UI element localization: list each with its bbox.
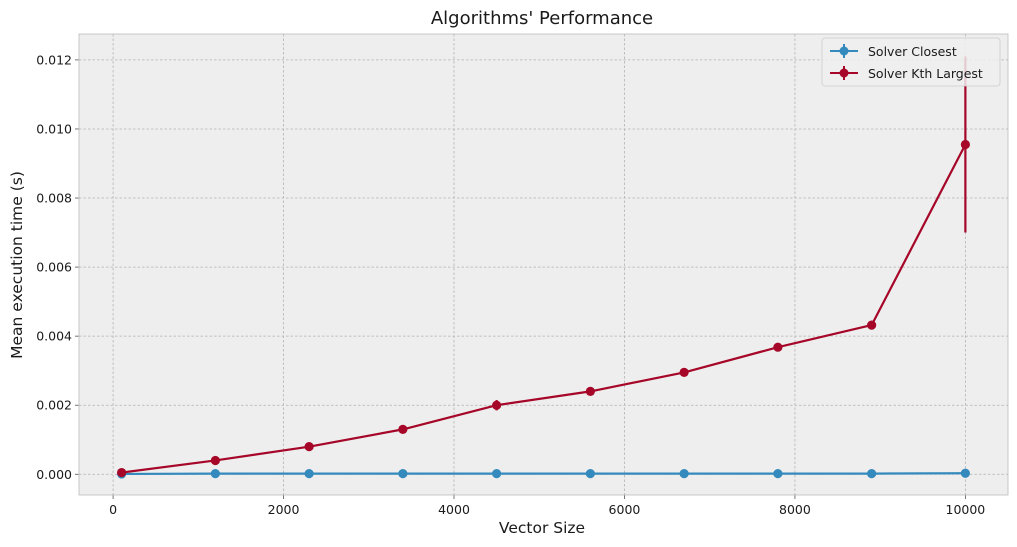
data-point-solver-closest <box>304 468 314 479</box>
x-tick-label: 2000 <box>268 502 300 517</box>
y-tick-label: 0.012 <box>36 52 72 67</box>
data-point-solver-kth-largest <box>398 424 408 434</box>
data-point-solver-kth-largest <box>492 400 502 410</box>
y-tick-label: 0.006 <box>36 260 72 275</box>
x-tick-label: 0 <box>109 502 117 517</box>
legend-item-solver-closest: Solver Closest <box>830 44 957 59</box>
plot-background <box>79 34 1008 495</box>
legend-marker-solver-kth-largest <box>839 68 849 78</box>
chart-title: Algorithms' Performance <box>431 8 653 29</box>
legend-label-solver-kth-largest: Solver Kth Largest <box>868 66 983 81</box>
data-point-solver-closest <box>679 468 689 479</box>
x-tick-label: 4000 <box>438 502 470 517</box>
y-tick-label: 0.008 <box>36 191 72 206</box>
y-tick-label: 0.010 <box>36 121 72 136</box>
y-tick-label: 0.002 <box>36 398 72 413</box>
x-tick-label: 8000 <box>779 502 811 517</box>
data-point-solver-closest <box>398 468 408 479</box>
data-point-solver-closest <box>585 468 595 479</box>
data-point-solver-closest <box>492 468 502 479</box>
data-point-solver-kth-largest <box>773 342 783 352</box>
x-tick-label: 10000 <box>946 502 986 517</box>
plot-frame <box>78 33 1009 496</box>
legend-marker-solver-closest <box>839 46 849 56</box>
data-point-solver-closest <box>210 468 220 479</box>
y-tick-label: 0.000 <box>36 467 72 482</box>
data-point-solver-kth-largest <box>867 320 877 330</box>
data-point-solver-kth-largest <box>210 455 220 466</box>
series-line-solver-kth-largest <box>121 143 967 474</box>
legend-label-solver-closest: Solver Closest <box>868 44 957 59</box>
legend: Solver Closest Solver Kth Largest <box>821 37 1001 87</box>
data-point-solver-kth-largest <box>679 367 689 378</box>
series-layer <box>117 56 970 479</box>
legend-item-solver-kth-largest: Solver Kth Largest <box>830 66 983 81</box>
data-point-solver-kth-largest <box>304 442 314 452</box>
data-point-solver-closest <box>867 468 877 479</box>
data-point-solver-closest <box>960 468 970 478</box>
series-line-solver-closest <box>121 472 966 476</box>
tick-labels: 0 2000 4000 6000 8000 10000 0.000 0.002 0.004 0.0… <box>36 52 985 517</box>
legend-box <box>821 37 1001 87</box>
data-point-solver-kth-largest <box>117 467 127 478</box>
x-tick-label: 6000 <box>609 502 641 517</box>
data-point-solver-closest <box>773 468 783 479</box>
data-point-solver-kth-largest <box>585 386 595 397</box>
y-axis-label: Mean execution time (s) <box>8 171 26 359</box>
y-tick-label: 0.004 <box>36 329 72 344</box>
x-axis-label: Vector Size <box>499 519 585 537</box>
data-point-solver-kth-largest <box>960 139 970 150</box>
